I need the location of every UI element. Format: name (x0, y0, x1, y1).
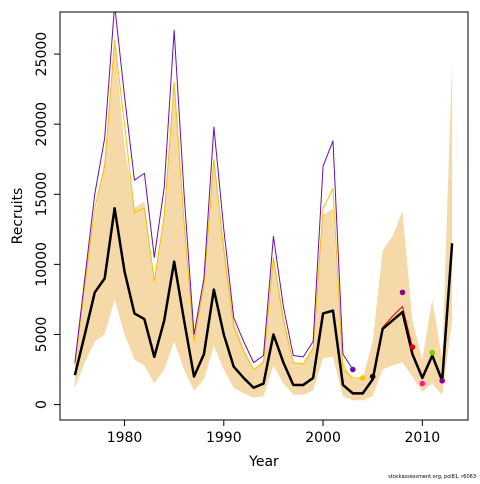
plot-area (73, 12, 454, 401)
end-point (359, 375, 366, 381)
end-point (350, 366, 356, 373)
y-tick-label: 20000 (34, 102, 50, 147)
y-tick-label: 5000 (34, 317, 50, 353)
x-tick-label: 1990 (206, 430, 242, 446)
x-tick-label: 1980 (107, 430, 143, 446)
plot-frame (59, 11, 469, 421)
y-tick-label: 25000 (34, 32, 50, 77)
y-tick-label: 10000 (34, 242, 50, 287)
footnote: stockassessment.org, pol81, r6063 (388, 474, 476, 480)
x-axis-label: Year (248, 454, 279, 470)
confidence-band (74, 40, 453, 401)
end-point (399, 289, 406, 296)
series-line (73, 207, 454, 395)
series-line (74, 12, 354, 370)
end-point (429, 349, 436, 356)
end-point (419, 380, 426, 387)
end-point (439, 377, 445, 384)
end-point (409, 344, 416, 350)
y-tick-label: 15000 (34, 172, 50, 217)
x-tick-label: 2010 (405, 430, 441, 446)
end-point (369, 373, 376, 380)
series-line (74, 39, 363, 379)
x-tick-label: 2000 (305, 430, 341, 446)
y-axis-label: Recruits (10, 188, 26, 245)
y-tick-label: 0 (34, 400, 50, 409)
